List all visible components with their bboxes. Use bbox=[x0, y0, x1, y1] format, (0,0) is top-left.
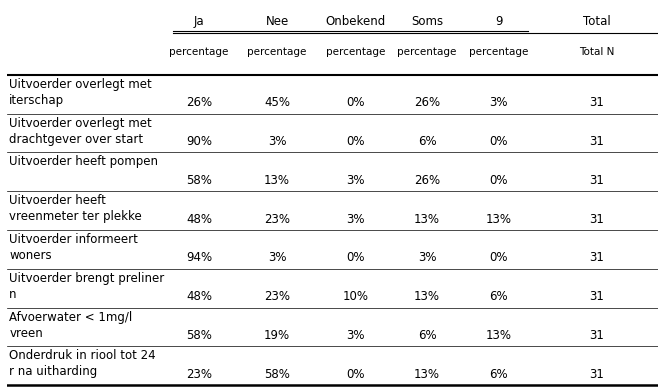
Text: 31: 31 bbox=[589, 251, 604, 264]
Text: 94%: 94% bbox=[186, 251, 212, 264]
Text: 13%: 13% bbox=[414, 368, 440, 381]
Text: Onderdruk in riool tot 24
r na uitharding: Onderdruk in riool tot 24 r na uithardin… bbox=[9, 350, 156, 378]
Text: 90%: 90% bbox=[186, 135, 212, 148]
Text: Uitvoerder brengt preliner
n: Uitvoerder brengt preliner n bbox=[9, 272, 164, 301]
Text: 3%: 3% bbox=[346, 213, 364, 226]
Text: Soms: Soms bbox=[411, 14, 443, 28]
Text: Uitvoerder overlegt met
drachtgever over start: Uitvoerder overlegt met drachtgever over… bbox=[9, 117, 152, 146]
Text: 13%: 13% bbox=[414, 213, 440, 226]
Text: 6%: 6% bbox=[489, 290, 508, 303]
Text: 3%: 3% bbox=[346, 329, 364, 342]
Text: 6%: 6% bbox=[418, 329, 436, 342]
Text: 58%: 58% bbox=[264, 368, 290, 381]
Text: 26%: 26% bbox=[414, 174, 440, 187]
Text: 0%: 0% bbox=[346, 251, 364, 264]
Text: Uitvoerder overlegt met
iterschap: Uitvoerder overlegt met iterschap bbox=[9, 78, 152, 107]
Text: 10%: 10% bbox=[342, 290, 368, 303]
Text: 3%: 3% bbox=[346, 174, 364, 187]
Text: 48%: 48% bbox=[186, 290, 212, 303]
Text: percentage: percentage bbox=[247, 47, 307, 57]
Text: 6%: 6% bbox=[418, 135, 436, 148]
Text: percentage: percentage bbox=[169, 47, 229, 57]
Text: Afvoerwater < 1mg/l
vreen: Afvoerwater < 1mg/l vreen bbox=[9, 310, 132, 340]
Text: 23%: 23% bbox=[264, 290, 290, 303]
Text: 13%: 13% bbox=[414, 290, 440, 303]
Text: 58%: 58% bbox=[186, 174, 212, 187]
Text: 26%: 26% bbox=[186, 96, 212, 109]
Text: 58%: 58% bbox=[186, 329, 212, 342]
Text: 31: 31 bbox=[589, 96, 604, 109]
Text: 13%: 13% bbox=[264, 174, 290, 187]
Text: 3%: 3% bbox=[268, 135, 287, 148]
Text: Uitvoerder heeft
vreenmeter ter plekke: Uitvoerder heeft vreenmeter ter plekke bbox=[9, 194, 142, 223]
Text: Onbekend: Onbekend bbox=[325, 14, 386, 28]
Text: 0%: 0% bbox=[346, 135, 364, 148]
Text: Nee: Nee bbox=[265, 14, 289, 28]
Text: 0%: 0% bbox=[346, 368, 364, 381]
Text: 13%: 13% bbox=[485, 213, 511, 226]
Text: 31: 31 bbox=[589, 290, 604, 303]
Text: 31: 31 bbox=[589, 329, 604, 342]
Text: Uitvoerder heeft pompen: Uitvoerder heeft pompen bbox=[9, 156, 158, 169]
Text: percentage: percentage bbox=[397, 47, 457, 57]
Text: 3%: 3% bbox=[418, 251, 436, 264]
Text: 19%: 19% bbox=[264, 329, 290, 342]
Text: percentage: percentage bbox=[469, 47, 529, 57]
Text: percentage: percentage bbox=[326, 47, 385, 57]
Text: Uitvoerder informeert
woners: Uitvoerder informeert woners bbox=[9, 233, 138, 262]
Text: Total N: Total N bbox=[579, 47, 614, 57]
Text: 9: 9 bbox=[495, 14, 503, 28]
Text: 0%: 0% bbox=[489, 174, 508, 187]
Text: Ja: Ja bbox=[194, 14, 204, 28]
Text: 0%: 0% bbox=[489, 251, 508, 264]
Text: 6%: 6% bbox=[489, 368, 508, 381]
Text: 3%: 3% bbox=[489, 96, 508, 109]
Text: 31: 31 bbox=[589, 213, 604, 226]
Text: 0%: 0% bbox=[346, 96, 364, 109]
Text: Total: Total bbox=[583, 14, 610, 28]
Text: 31: 31 bbox=[589, 368, 604, 381]
Text: 3%: 3% bbox=[268, 251, 287, 264]
Text: 13%: 13% bbox=[485, 329, 511, 342]
Text: 23%: 23% bbox=[264, 213, 290, 226]
Text: 26%: 26% bbox=[414, 96, 440, 109]
Text: 31: 31 bbox=[589, 135, 604, 148]
Text: 48%: 48% bbox=[186, 213, 212, 226]
Text: 45%: 45% bbox=[264, 96, 290, 109]
Text: 31: 31 bbox=[589, 174, 604, 187]
Text: 23%: 23% bbox=[186, 368, 212, 381]
Text: 0%: 0% bbox=[489, 135, 508, 148]
